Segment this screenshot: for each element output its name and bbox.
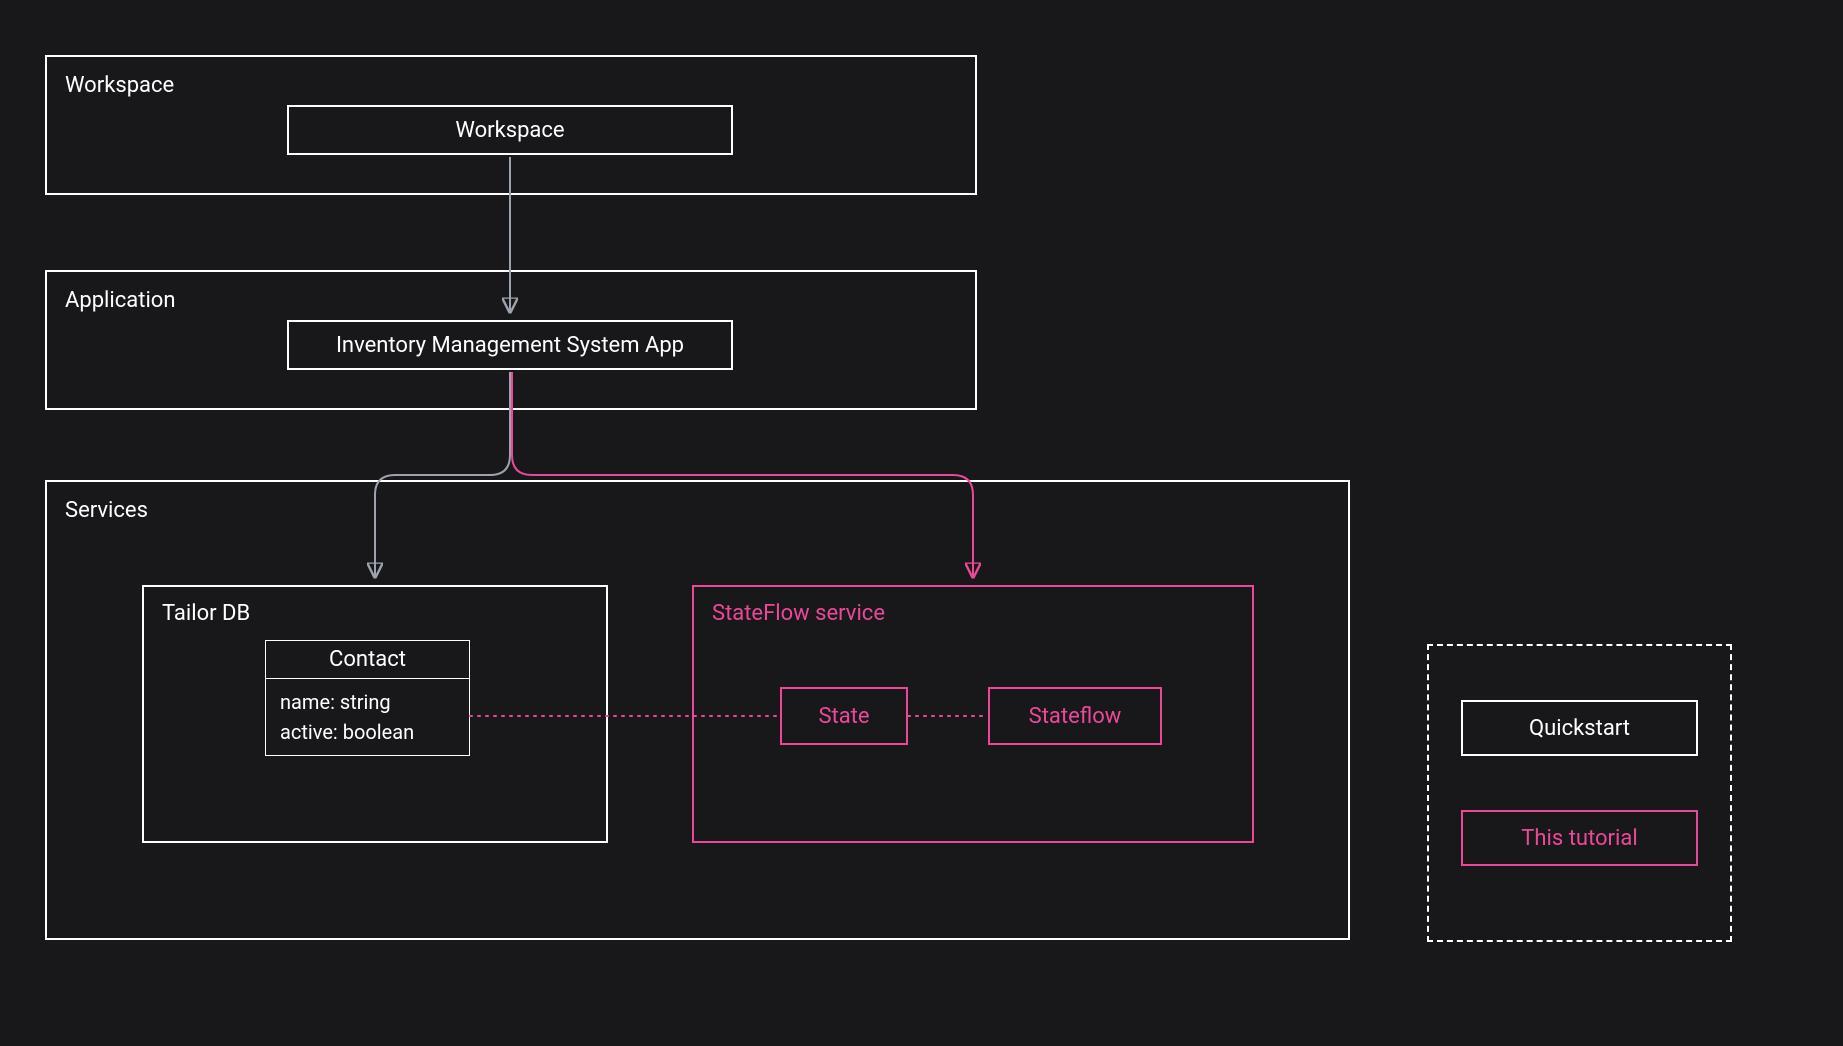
contact-field-1: active: boolean [280, 717, 455, 747]
node-contact-title: Contact [266, 641, 469, 679]
node-contact: Contact name: string active: boolean [265, 640, 470, 756]
legend-quickstart-label: Quickstart [1529, 716, 1630, 741]
node-application: Inventory Management System App [287, 320, 733, 370]
node-state: State [780, 687, 908, 745]
legend-box [1427, 644, 1732, 942]
node-stateflow: Stateflow [988, 687, 1162, 745]
contact-field-0: name: string [280, 687, 455, 717]
node-stateflow-service: StateFlow service [692, 585, 1254, 843]
node-stateflow-label: Stateflow [1029, 704, 1122, 729]
node-application-label: Inventory Management System App [336, 333, 684, 358]
section-application-label: Application [65, 288, 175, 313]
node-workspace-label: Workspace [455, 118, 564, 143]
node-stateflow-service-label: StateFlow service [712, 601, 885, 626]
node-state-label: State [818, 704, 869, 729]
node-workspace: Workspace [287, 105, 733, 155]
legend-quickstart: Quickstart [1461, 700, 1698, 756]
node-contact-fields: name: string active: boolean [266, 679, 469, 755]
section-workspace-label: Workspace [65, 73, 174, 98]
legend-this-tutorial: This tutorial [1461, 810, 1698, 866]
legend-this-tutorial-label: This tutorial [1521, 826, 1637, 851]
node-tailordb-label: Tailor DB [162, 601, 250, 626]
section-services-label: Services [65, 498, 148, 523]
